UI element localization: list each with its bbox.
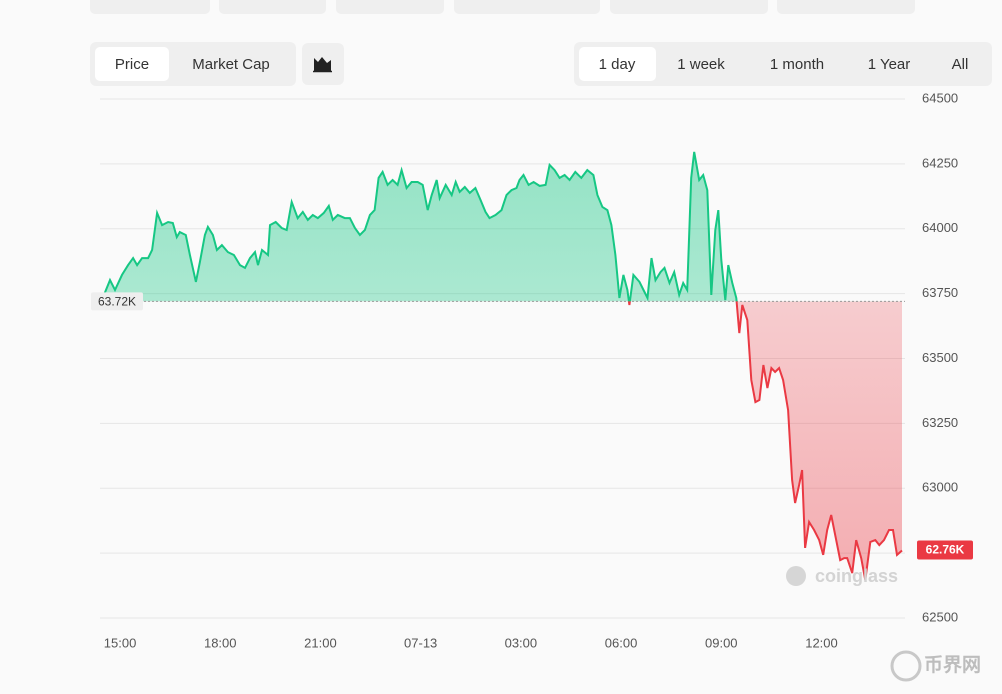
button[interactable] bbox=[219, 0, 326, 14]
corner-logo: 币界网 bbox=[924, 654, 981, 676]
button[interactable] bbox=[777, 0, 915, 14]
x-tick-label: 09:00 bbox=[705, 635, 738, 650]
button[interactable] bbox=[454, 0, 600, 14]
tab[interactable]: Market Cap bbox=[192, 56, 270, 73]
y-tick-label: 62500 bbox=[922, 609, 958, 624]
watermark: coinglass bbox=[815, 566, 898, 586]
x-tick-label: 15:00 bbox=[104, 635, 137, 650]
tab[interactable]: Price bbox=[115, 56, 149, 73]
button[interactable] bbox=[90, 0, 210, 14]
area-down bbox=[628, 301, 902, 581]
range[interactable]: 1 week bbox=[677, 56, 725, 73]
y-tick-label: 63250 bbox=[922, 415, 958, 430]
x-tick-label: 21:00 bbox=[304, 635, 337, 650]
logo-icon bbox=[890, 650, 922, 682]
area-up bbox=[104, 151, 902, 302]
range-selected[interactable] bbox=[579, 47, 656, 81]
watermark-icon bbox=[786, 566, 806, 586]
price-line-up bbox=[103, 151, 738, 302]
x-tick-label: 06:00 bbox=[605, 635, 638, 650]
y-tick-label: 63500 bbox=[922, 350, 958, 365]
last-price-label: 62.76K bbox=[926, 543, 965, 557]
y-tick-label: 64000 bbox=[922, 220, 958, 235]
button[interactable] bbox=[336, 0, 444, 14]
x-tick-label: 07-13 bbox=[404, 635, 437, 650]
x-tick-label: 12:00 bbox=[805, 635, 838, 650]
y-tick-label: 63000 bbox=[922, 480, 958, 495]
x-tick-label: 03:00 bbox=[505, 635, 538, 650]
range[interactable]: All bbox=[952, 56, 969, 73]
top-buttons bbox=[90, 0, 915, 14]
y-tick-label: 63750 bbox=[922, 285, 958, 300]
baseline-label: 63.72K bbox=[98, 295, 136, 309]
range[interactable]: 1 day bbox=[599, 56, 636, 73]
last-price-bg bbox=[917, 540, 973, 560]
plot bbox=[100, 151, 905, 581]
price-line-down bbox=[627, 301, 903, 581]
area-icon bbox=[314, 57, 331, 71]
y-tick-label: 64500 bbox=[922, 90, 958, 105]
baseline-label-bg bbox=[91, 292, 143, 311]
range[interactable]: 1 month bbox=[770, 56, 824, 73]
range[interactable]: 1 Year bbox=[868, 56, 911, 73]
tab-selected[interactable] bbox=[95, 47, 169, 81]
range-group bbox=[574, 42, 992, 86]
y-tick-label: 64250 bbox=[922, 155, 958, 170]
labels: 63.72K 62.76K bbox=[91, 292, 973, 560]
button[interactable] bbox=[610, 0, 768, 14]
x-tick-label: 18:00 bbox=[204, 635, 237, 650]
